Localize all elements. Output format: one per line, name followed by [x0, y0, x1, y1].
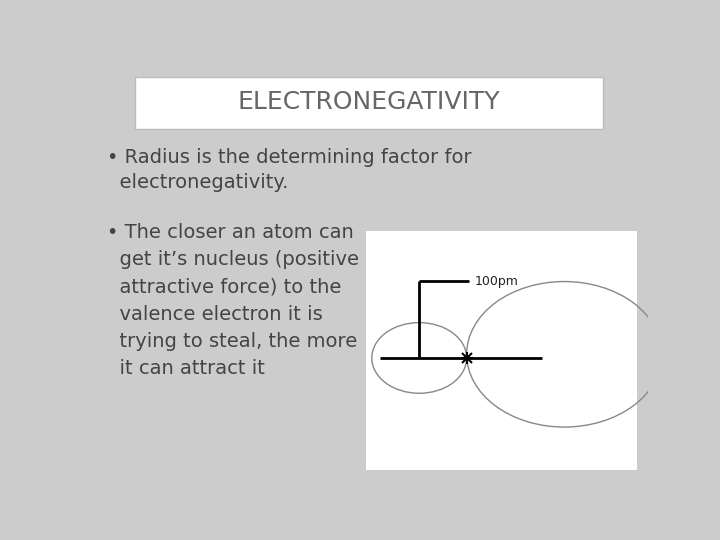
Text: ELECTRONEGATIVITY: ELECTRONEGATIVITY [238, 90, 500, 114]
Text: 100pm: 100pm [475, 274, 519, 287]
Text: • The closer an atom can
  get it’s nucleus (positive
  attractive force) to the: • The closer an atom can get it’s nucleu… [107, 223, 359, 378]
FancyBboxPatch shape [135, 77, 603, 129]
Text: • Radius is the determining factor for
  electronegativity.: • Radius is the determining factor for e… [107, 148, 472, 192]
FancyBboxPatch shape [366, 231, 637, 470]
